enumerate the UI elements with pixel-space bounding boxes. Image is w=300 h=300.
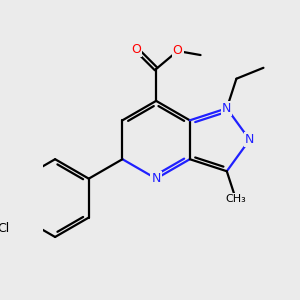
Text: N: N xyxy=(152,172,161,185)
Text: O: O xyxy=(131,43,141,56)
Text: O: O xyxy=(172,44,182,58)
Text: Cl: Cl xyxy=(0,222,9,235)
Text: N: N xyxy=(245,133,254,146)
Text: CH₃: CH₃ xyxy=(225,194,246,204)
Text: N: N xyxy=(222,102,232,115)
